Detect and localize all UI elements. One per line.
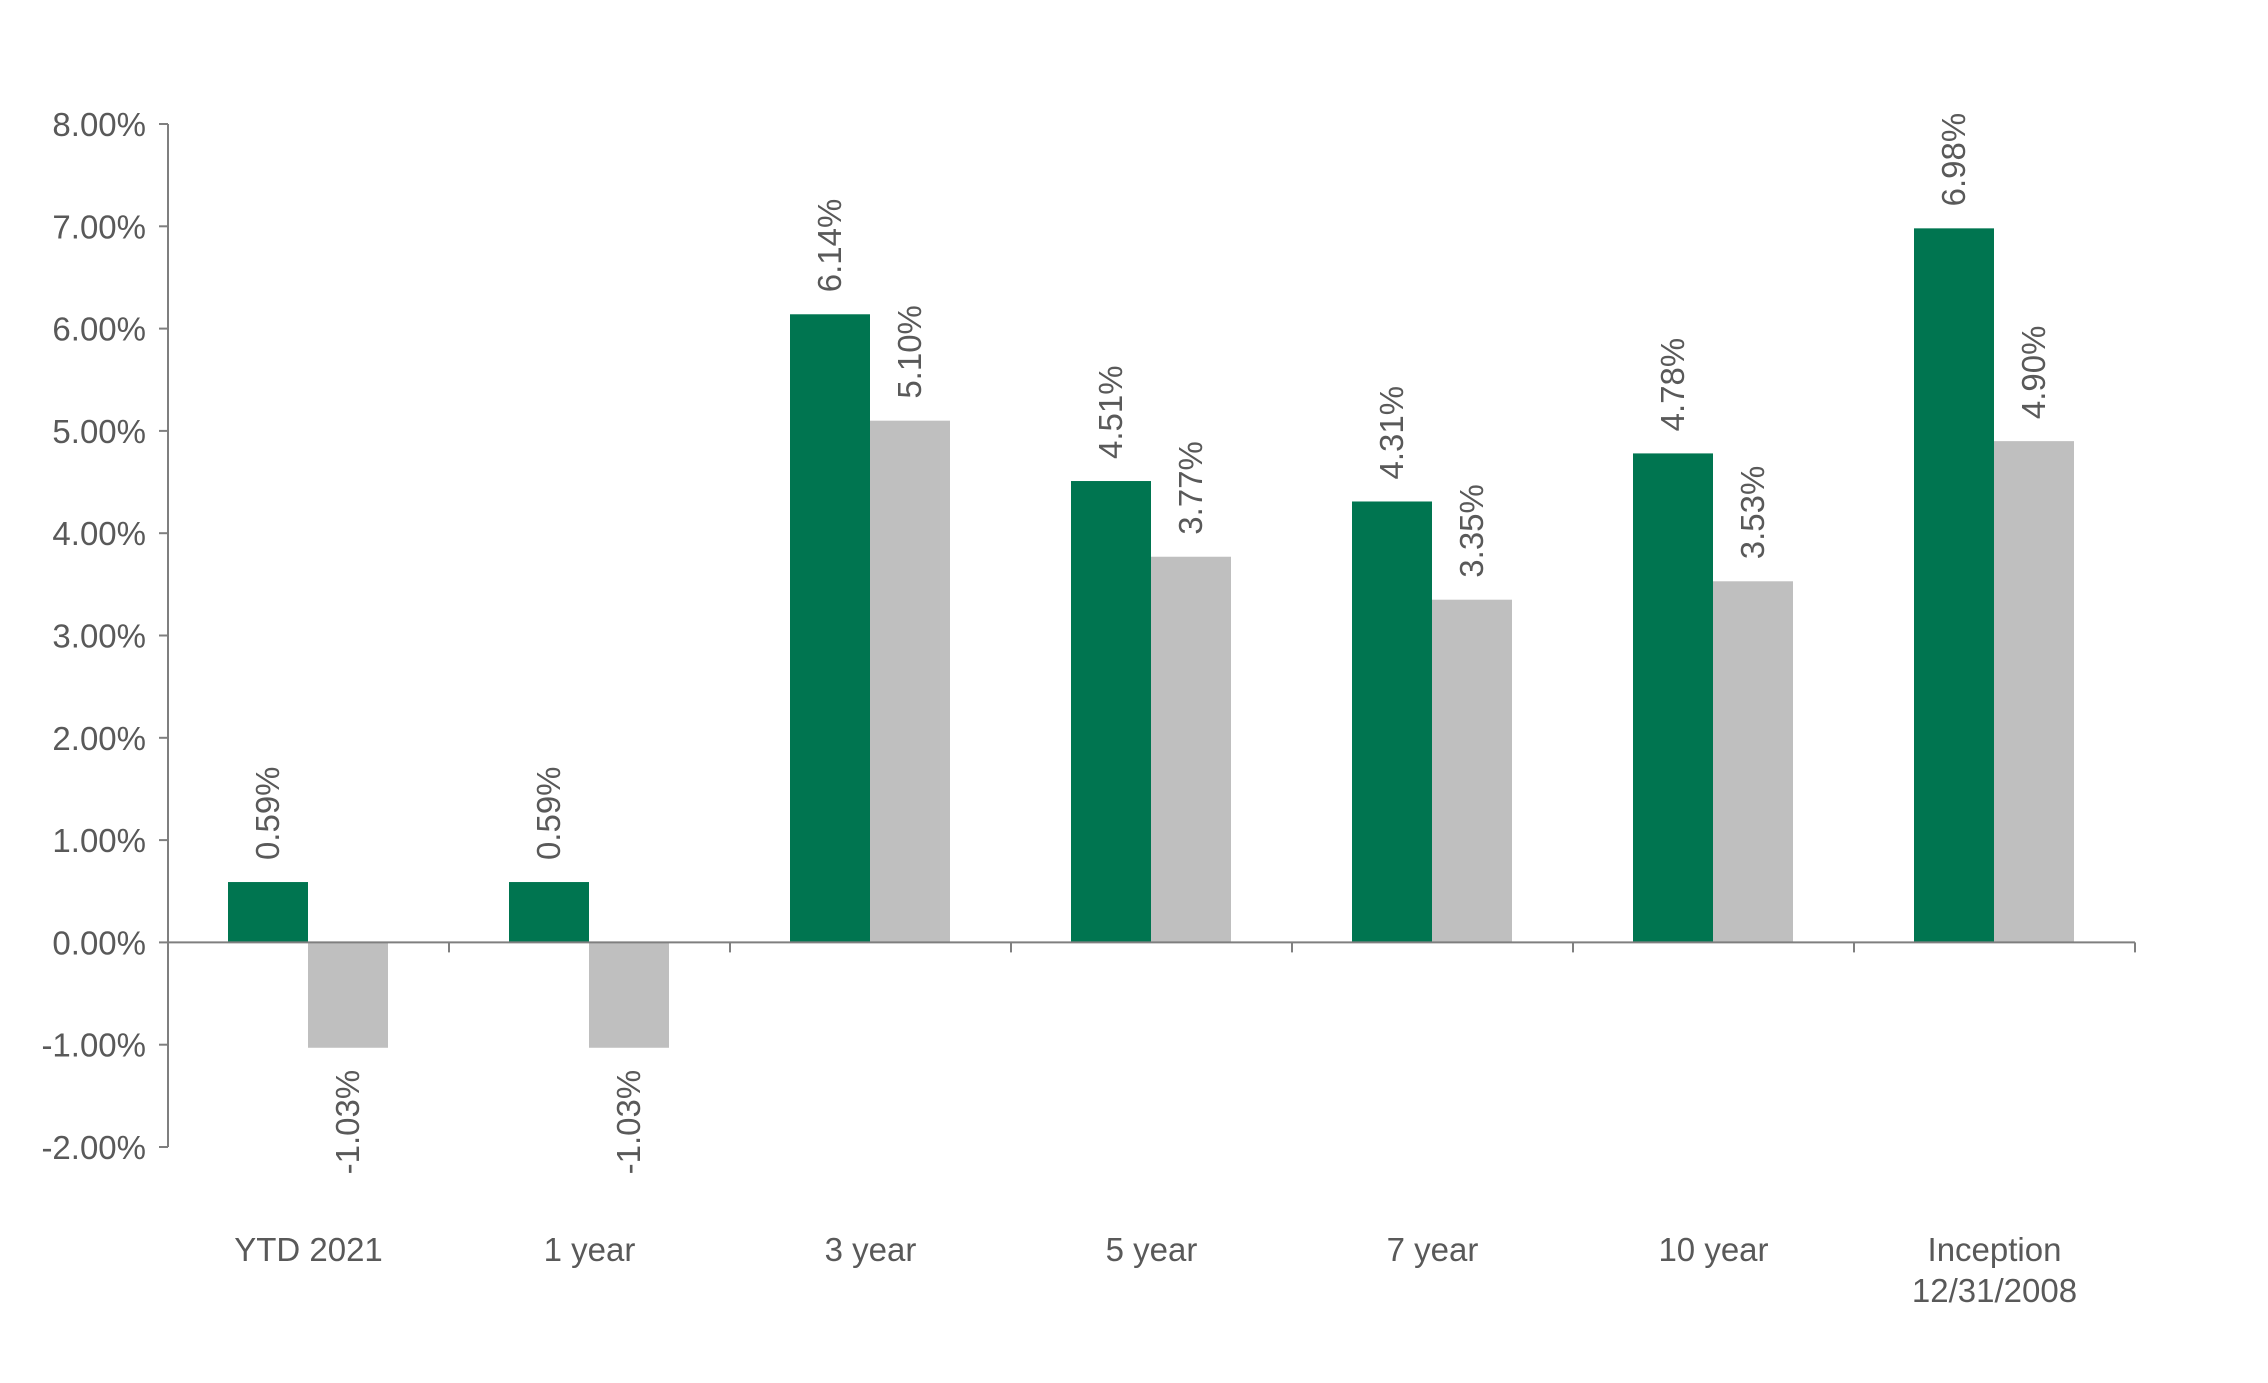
y-tick-label: 5.00% bbox=[52, 413, 146, 450]
data-label: 0.59% bbox=[530, 766, 567, 860]
x-category-label: 10 year bbox=[1658, 1231, 1768, 1268]
data-label: -1.03% bbox=[329, 1070, 366, 1175]
y-tick-label: 4.00% bbox=[52, 515, 146, 552]
data-label: 3.35% bbox=[1453, 484, 1490, 578]
data-label: -1.03% bbox=[610, 1070, 647, 1175]
x-category-label: 12/31/2008 bbox=[1912, 1272, 2077, 1309]
y-tick-label: 1.00% bbox=[52, 822, 146, 859]
x-axis: YTD 2021 1 year 3 year 5 year 7 year 10 year I… bbox=[167, 941, 2136, 1309]
bar-series-2 bbox=[308, 942, 388, 1048]
bar-series-2 bbox=[870, 420, 950, 943]
x-category-label: 1 year bbox=[544, 1231, 636, 1268]
y-tick-label: 0.00% bbox=[52, 924, 146, 961]
bar-series-1 bbox=[509, 882, 589, 943]
data-label: 5.10% bbox=[891, 305, 928, 399]
bar-series-1 bbox=[1914, 228, 1994, 943]
data-label: 6.98% bbox=[1935, 113, 1972, 207]
data-label: 6.14% bbox=[811, 199, 848, 293]
bar-series-2 bbox=[1151, 556, 1231, 943]
y-tick-label: 3.00% bbox=[52, 618, 146, 655]
x-category-label: 3 year bbox=[825, 1231, 917, 1268]
y-tick-label: 8.00% bbox=[52, 106, 146, 143]
bar-series-1 bbox=[1071, 481, 1151, 943]
data-label: 3.53% bbox=[1734, 466, 1771, 560]
data-label: 0.59% bbox=[249, 766, 286, 860]
y-axis: 8.00% 7.00% 6.00% 5.00% 4.00% 3.00% 2.00% 1.00%… bbox=[41, 106, 169, 1166]
x-category-label: 5 year bbox=[1106, 1231, 1198, 1268]
y-tick-label: -2.00% bbox=[41, 1129, 146, 1166]
bar-series-1 bbox=[790, 314, 870, 943]
data-labels: 0.59% 0.59% 6.14% 4.51% 4.31% 4.78% 6.98% -1.03… bbox=[249, 113, 2052, 1175]
bar-series-2 bbox=[1994, 441, 2074, 943]
y-tick-label: 6.00% bbox=[52, 311, 146, 348]
bar-series-1 bbox=[228, 882, 308, 943]
bars bbox=[228, 228, 2074, 1048]
x-category-label: Inception bbox=[1928, 1231, 2062, 1268]
y-tick-label: 2.00% bbox=[52, 720, 146, 757]
data-label: 3.77% bbox=[1172, 441, 1209, 535]
bar-series-2 bbox=[1432, 599, 1512, 943]
x-category-label: 7 year bbox=[1387, 1231, 1479, 1268]
y-tick-label: 7.00% bbox=[52, 208, 146, 245]
data-label: 4.51% bbox=[1092, 365, 1129, 459]
data-label: 4.31% bbox=[1373, 386, 1410, 480]
bar-series-1 bbox=[1352, 501, 1432, 943]
bar-series-1 bbox=[1633, 453, 1713, 943]
x-category-label: YTD 2021 bbox=[234, 1231, 383, 1268]
data-label: 4.90% bbox=[2015, 326, 2052, 420]
bar-series-2 bbox=[1713, 581, 1793, 943]
bar-series-2 bbox=[589, 942, 669, 1048]
data-label: 4.78% bbox=[1654, 338, 1691, 432]
y-tick-label: -1.00% bbox=[41, 1027, 146, 1064]
